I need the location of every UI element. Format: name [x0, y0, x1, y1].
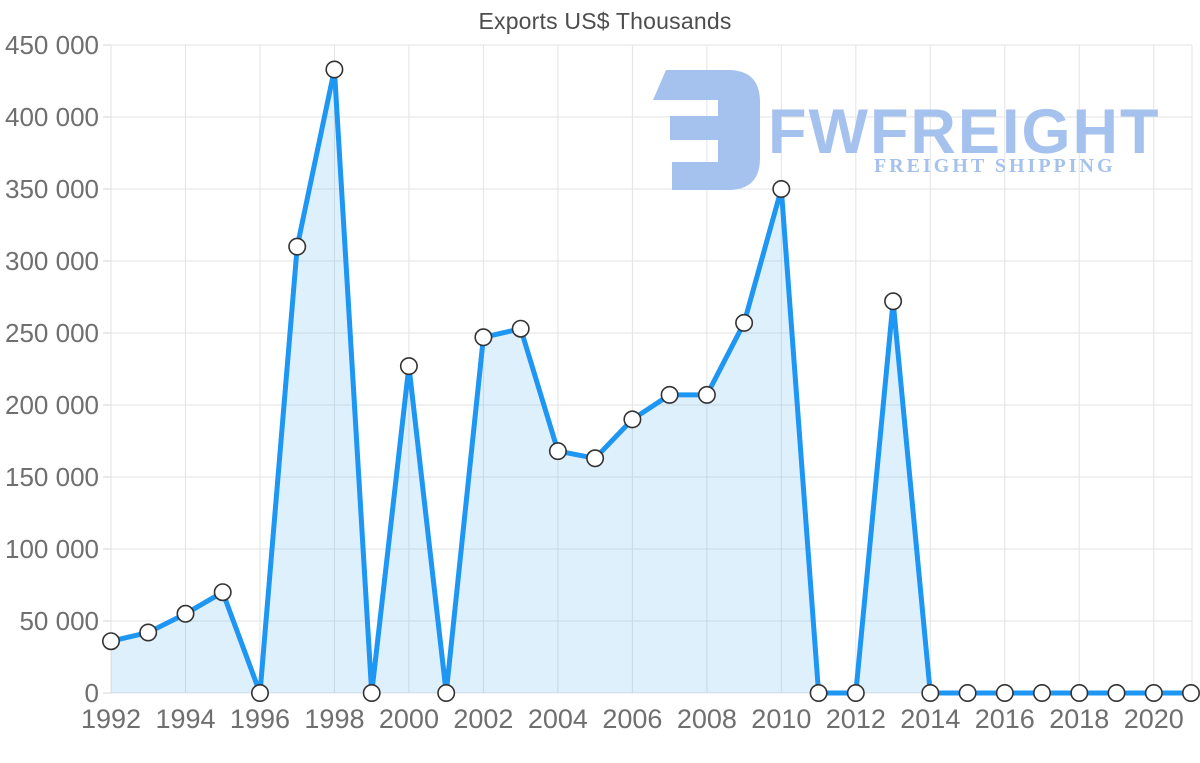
data-point-2013[interactable] [884, 292, 903, 311]
x-axis-label: 2004 [528, 704, 588, 734]
data-point-1999[interactable] [362, 683, 381, 702]
data-point-2011[interactable] [809, 683, 828, 702]
data-point-1997[interactable] [288, 237, 307, 256]
data-point-1994[interactable] [176, 604, 195, 623]
data-point-2021[interactable] [1182, 684, 1200, 702]
data-point-2000[interactable] [399, 357, 418, 376]
y-axis-label: 100 000 [5, 534, 99, 564]
data-point-2001[interactable] [437, 683, 456, 702]
y-axis-label: 300 000 [5, 246, 99, 276]
x-axis-label: 1998 [304, 704, 364, 734]
data-point-2016[interactable] [995, 683, 1014, 702]
x-axis-label: 2020 [1124, 704, 1184, 734]
y-axis-label: 450 000 [5, 30, 99, 60]
y-axis-label: 400 000 [5, 102, 99, 132]
data-point-2005[interactable] [586, 449, 605, 468]
y-axis-label: 50 000 [19, 606, 99, 636]
y-axis-label: 0 [85, 678, 99, 708]
y-axis-label: 150 000 [5, 462, 99, 492]
data-point-1995[interactable] [213, 583, 232, 602]
x-axis-label: 2012 [826, 704, 886, 734]
data-point-1996[interactable] [251, 683, 270, 702]
chart-title: Exports US$ Thousands [478, 8, 732, 34]
x-axis-label: 1994 [155, 704, 215, 734]
x-axis-label: 2018 [1049, 704, 1109, 734]
data-point-2003[interactable] [511, 319, 530, 338]
data-point-2006[interactable] [623, 410, 642, 429]
data-point-2009[interactable] [735, 313, 754, 332]
data-point-2017[interactable] [1033, 683, 1052, 702]
x-axis-label: 2000 [379, 704, 439, 734]
x-axis-label: 2006 [602, 704, 662, 734]
x-axis-label: 1992 [81, 704, 141, 734]
data-point-1992[interactable] [102, 632, 121, 651]
data-point-2002[interactable] [474, 328, 493, 347]
area-fill [111, 69, 1191, 693]
data-point-2010[interactable] [772, 180, 791, 199]
x-axis-label: 2014 [900, 704, 960, 734]
data-point-2007[interactable] [660, 385, 679, 404]
data-point-2012[interactable] [846, 683, 865, 702]
data-point-2014[interactable] [921, 683, 940, 702]
data-point-1998[interactable] [325, 60, 344, 79]
data-point-2018[interactable] [1070, 683, 1089, 702]
data-point-2008[interactable] [697, 385, 716, 404]
x-axis-label: 1996 [230, 704, 290, 734]
x-axis-label: 2016 [975, 704, 1035, 734]
data-point-2019[interactable] [1107, 683, 1126, 702]
data-point-2020[interactable] [1144, 683, 1163, 702]
data-point-1993[interactable] [139, 623, 158, 642]
x-axis-label: 2002 [453, 704, 513, 734]
x-axis-label: 2008 [677, 704, 737, 734]
y-axis-label: 200 000 [5, 390, 99, 420]
data-point-2004[interactable] [548, 442, 567, 461]
data-point-2015[interactable] [958, 683, 977, 702]
y-axis-label: 250 000 [5, 318, 99, 348]
y-axis-label: 350 000 [5, 174, 99, 204]
x-axis-label: 2010 [751, 704, 811, 734]
